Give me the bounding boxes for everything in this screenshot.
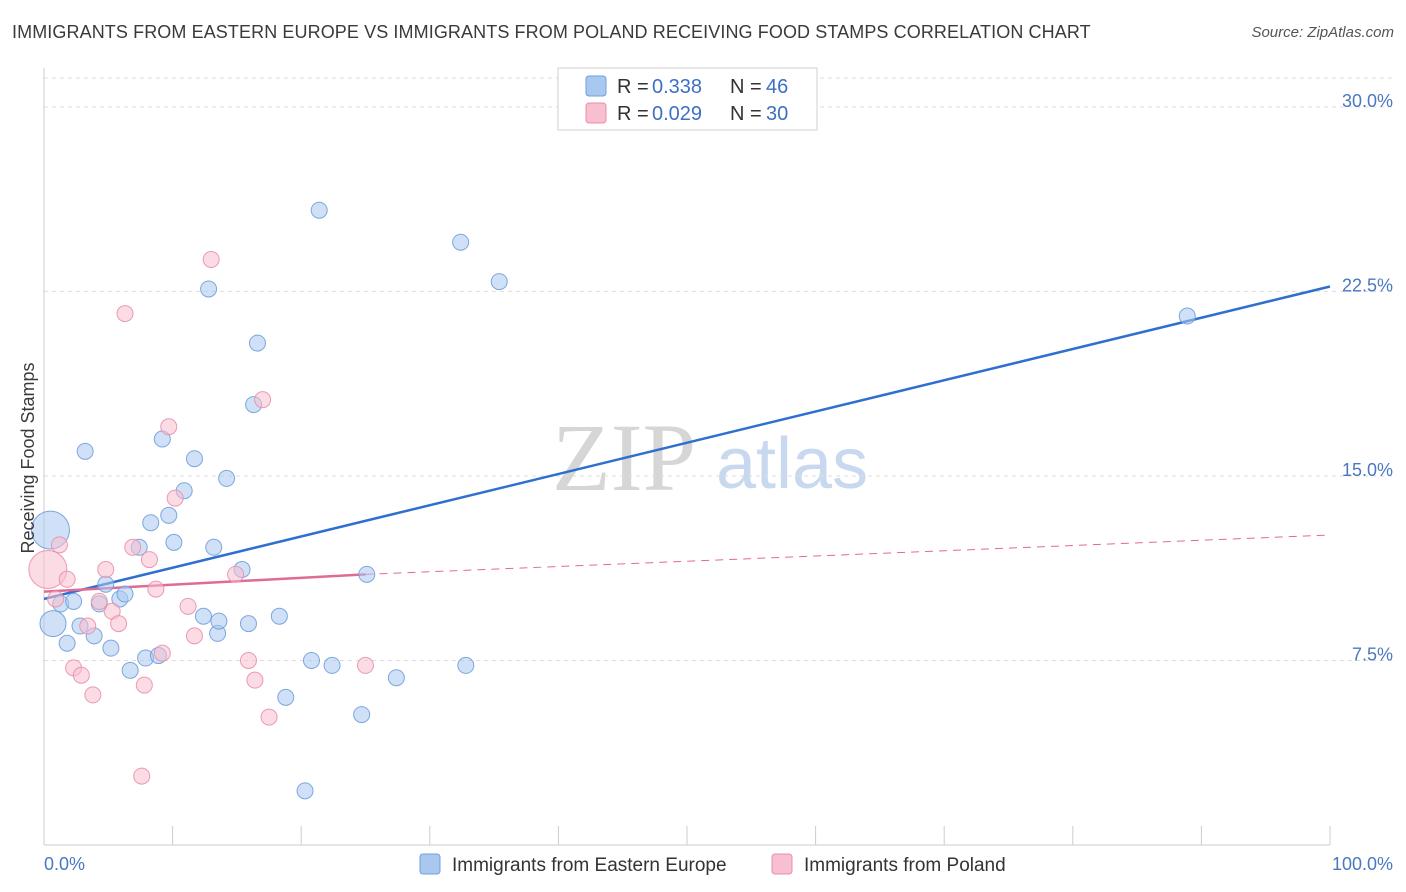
data-point-eastern-europe: [302, 651, 320, 669]
y-axis-title: Receiving Food Stamps: [18, 362, 38, 553]
data-point-poland: [47, 590, 65, 608]
bottom-legend-swatch-blue: [419, 853, 441, 875]
watermark-atlas: atlas: [716, 424, 868, 504]
data-point-poland: [239, 651, 257, 669]
data-point-poland: [179, 597, 197, 615]
bottom-legend-swatch-pink: [771, 853, 793, 875]
axes: 7.5% 15.0% 22.5% 30.0%: [43, 68, 1393, 846]
data-point-eastern-europe: [218, 469, 236, 487]
data-point-eastern-europe: [142, 514, 160, 532]
legend-r-value-1: 0.338: [652, 76, 702, 98]
data-point-eastern-europe: [205, 538, 223, 556]
data-point-poland: [135, 676, 153, 694]
legend-r-label-1: R =: [617, 76, 649, 98]
data-point-poland: [246, 671, 264, 689]
legend-n-value-2: 30: [766, 103, 788, 125]
data-point-poland: [84, 686, 102, 704]
data-point-eastern-europe: [490, 273, 508, 291]
correlation-legend: R = 0.338 N = 46 R = 0.029 N = 30: [557, 67, 818, 131]
data-point-eastern-europe: [323, 656, 341, 674]
data-point-eastern-europe: [210, 612, 228, 630]
legend-n-label-1: N =: [730, 76, 762, 98]
data-point-eastern-europe: [97, 575, 115, 593]
data-point-eastern-europe: [248, 334, 266, 352]
data-point-eastern-europe: [58, 634, 76, 652]
data-point-poland: [147, 580, 165, 598]
x-tick-label-max: 100.0%: [1332, 854, 1393, 874]
data-point-eastern-europe: [65, 592, 83, 610]
data-point-poland: [28, 549, 68, 589]
legend-swatch-blue: [585, 75, 607, 97]
data-point-eastern-europe: [121, 661, 139, 679]
data-point-poland: [254, 391, 272, 409]
data-points: [28, 201, 1196, 800]
data-point-eastern-europe: [270, 607, 288, 625]
data-point-eastern-europe: [457, 656, 475, 674]
data-point-poland: [50, 536, 68, 554]
data-point-eastern-europe: [185, 450, 203, 468]
data-point-poland: [140, 551, 158, 569]
data-point-eastern-europe: [239, 615, 257, 633]
legend-n-label-2: N =: [730, 103, 762, 125]
data-point-eastern-europe: [358, 565, 376, 583]
data-point-eastern-europe: [1178, 307, 1196, 325]
data-point-eastern-europe: [102, 639, 120, 657]
data-point-poland: [260, 708, 278, 726]
data-point-poland: [133, 767, 151, 785]
data-point-poland: [116, 305, 134, 323]
data-point-poland: [153, 644, 171, 662]
data-point-eastern-europe: [296, 782, 314, 800]
data-point-eastern-europe: [277, 688, 295, 706]
data-point-eastern-europe: [387, 669, 405, 687]
data-point-poland: [58, 570, 76, 588]
series-legend: Immigrants from Eastern Europe Immigrant…: [419, 853, 1006, 876]
data-point-poland: [185, 627, 203, 645]
chart-title: IMMIGRANTS FROM EASTERN EUROPE VS IMMIGR…: [12, 22, 1091, 42]
data-point-eastern-europe: [76, 442, 94, 460]
y-tick-label: 22.5%: [1342, 275, 1393, 295]
y-tick-label: 15.0%: [1342, 460, 1393, 480]
data-point-poland: [97, 560, 115, 578]
y-tick-label: 30.0%: [1342, 91, 1393, 111]
data-point-poland: [110, 615, 128, 633]
data-point-eastern-europe: [310, 201, 328, 219]
y-tick-label: 7.5%: [1352, 644, 1393, 664]
bottom-legend-label-poland: Immigrants from Poland: [804, 855, 1006, 876]
data-point-poland: [79, 617, 97, 635]
data-point-poland: [160, 418, 178, 436]
legend-n-value-1: 46: [766, 76, 788, 98]
data-point-poland: [124, 538, 142, 556]
x-tick-label-min: 0.0%: [44, 854, 85, 874]
trend-lines: [43, 285, 1331, 601]
data-point-eastern-europe: [353, 706, 371, 724]
bottom-legend-label-eastern-europe: Immigrants from Eastern Europe: [452, 855, 727, 876]
data-point-eastern-europe: [116, 585, 134, 603]
data-point-eastern-europe: [160, 506, 178, 524]
trend-line-poland: [43, 573, 366, 593]
chart-source: Source: ZipAtlas.com: [1251, 24, 1394, 41]
trend-line-eastern-europe: [43, 285, 1331, 601]
data-point-eastern-europe: [452, 233, 470, 251]
data-point-eastern-europe: [165, 533, 183, 551]
data-point-poland: [72, 666, 90, 684]
legend-swatch-pink: [585, 102, 607, 124]
data-point-eastern-europe: [200, 280, 218, 298]
trend-extension-poland: [365, 534, 1331, 575]
data-point-poland: [357, 656, 374, 674]
legend-r-value-2: 0.029: [652, 103, 702, 125]
data-point-poland: [166, 489, 184, 507]
data-point-poland: [202, 250, 220, 268]
data-point-eastern-europe: [39, 610, 67, 638]
data-point-eastern-europe: [194, 607, 212, 625]
data-point-poland: [90, 592, 108, 610]
legend-r-label-2: R =: [617, 103, 649, 125]
data-point-poland: [227, 565, 245, 583]
